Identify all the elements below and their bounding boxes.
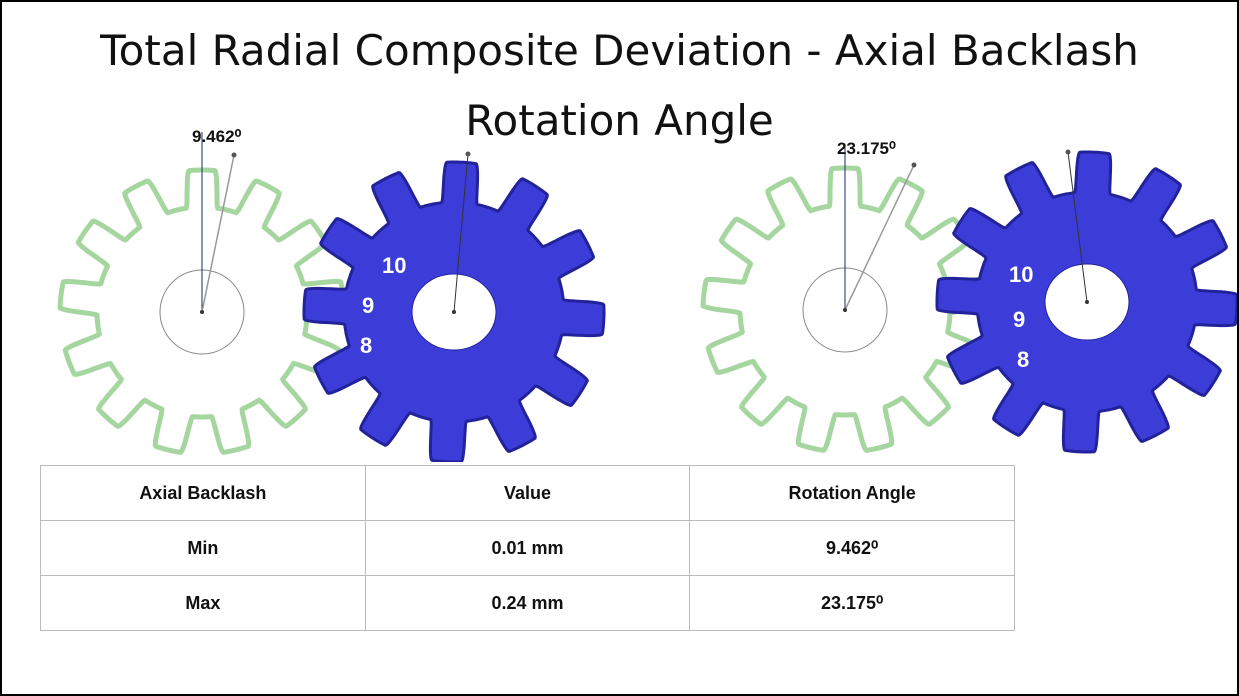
backlash-table: Axial Backlash Value Rotation Angle Min … [40, 465, 1015, 631]
table-cell: Max [40, 575, 366, 631]
table-cell: 23.175⁰ [689, 575, 1015, 631]
center-dot [1085, 300, 1089, 304]
slide-title: Total Radial Composite Deviation - Axial… [100, 26, 1139, 145]
table-cell: 9.462⁰ [689, 520, 1015, 576]
drive-line [1067, 151, 1088, 303]
rotated-line [844, 164, 915, 311]
tip-dot [1065, 149, 1071, 155]
table-cell: Min [40, 520, 366, 576]
rotated-line [201, 154, 235, 313]
header-cell: Axial Backlash [40, 465, 366, 521]
table-cell: 0.01 mm [364, 520, 691, 576]
tooth-number: 9 [1013, 307, 1025, 332]
gear-diagram: 9.462⁰ 10 9 8 23.175⁰ 10 9 8 [57, 127, 1237, 462]
angle-label: 9.462⁰ [192, 127, 242, 146]
drive-line [453, 153, 469, 313]
tooth-number: 8 [360, 333, 372, 358]
angle-label: 23.175⁰ [837, 139, 896, 158]
tip-dot [911, 162, 917, 168]
tooth-number: 10 [1009, 262, 1033, 287]
table-cell: 0.24 mm [364, 575, 691, 631]
center-dot [843, 308, 847, 312]
table-row: Min 0.01 mm 9.462⁰ [40, 520, 1015, 576]
tooth-number: 8 [1017, 347, 1029, 372]
tooth-number: 9 [362, 293, 374, 318]
table-row: Max 0.24 mm 23.175⁰ [40, 575, 1015, 631]
center-dot [452, 310, 456, 314]
tip-dot [465, 151, 471, 157]
header-cell: Value [364, 465, 691, 521]
center-dot [200, 310, 204, 314]
header-cell: Rotation Angle [689, 465, 1015, 521]
tooth-number: 10 [382, 253, 406, 278]
header-row: Axial Backlash Value Rotation Angle [40, 465, 1015, 521]
tip-dot [231, 152, 237, 158]
